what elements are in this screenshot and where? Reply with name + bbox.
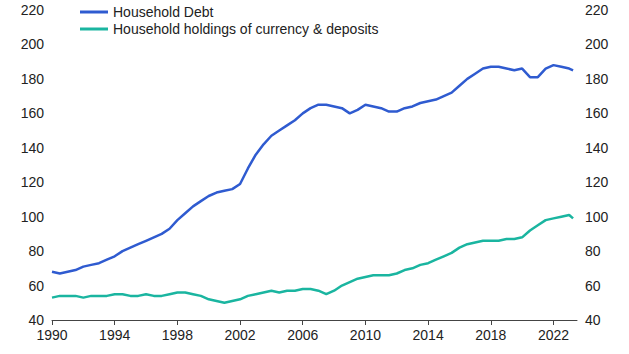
svg-text:180: 180 [21,71,45,87]
svg-text:Household Debt: Household Debt [113,4,214,20]
svg-text:2014: 2014 [413,327,444,343]
svg-text:160: 160 [21,105,45,121]
svg-text:180: 180 [585,71,609,87]
svg-text:1994: 1994 [99,327,130,343]
svg-text:Household holdings of currency: Household holdings of currency & deposit… [113,21,378,37]
svg-text:200: 200 [585,36,609,52]
svg-text:100: 100 [585,209,609,225]
svg-text:2002: 2002 [224,327,255,343]
svg-text:40: 40 [28,312,44,328]
svg-text:1990: 1990 [36,327,67,343]
svg-text:160: 160 [585,105,609,121]
svg-text:60: 60 [585,278,601,294]
svg-text:100: 100 [21,209,45,225]
svg-text:2018: 2018 [475,327,506,343]
svg-text:220: 220 [21,2,45,18]
svg-text:140: 140 [21,140,45,156]
svg-text:2010: 2010 [350,327,381,343]
svg-text:80: 80 [585,243,601,259]
svg-text:200: 200 [21,36,45,52]
svg-text:2006: 2006 [287,327,318,343]
svg-text:120: 120 [585,174,609,190]
svg-text:140: 140 [585,140,609,156]
svg-text:60: 60 [28,278,44,294]
svg-text:1998: 1998 [162,327,193,343]
svg-text:220: 220 [585,2,609,18]
svg-text:2022: 2022 [538,327,569,343]
svg-text:120: 120 [21,174,45,190]
svg-text:40: 40 [585,312,601,328]
svg-text:80: 80 [28,243,44,259]
